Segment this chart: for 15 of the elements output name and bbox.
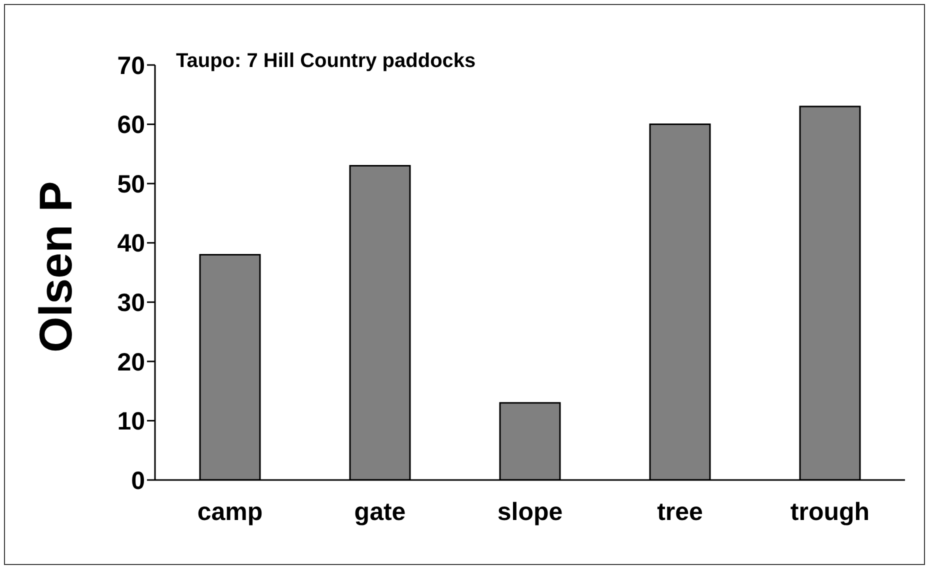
y-tick-label: 70 <box>117 52 145 80</box>
y-tick-label: 10 <box>117 408 145 436</box>
y-tick-label: 30 <box>117 289 145 318</box>
x-tick-label: tree <box>657 498 704 526</box>
x-tick-label: camp <box>197 498 263 526</box>
x-tick-label: slope <box>497 498 563 526</box>
x-tick-label: gate <box>354 498 406 526</box>
y-tick-label: 20 <box>117 348 145 376</box>
y-axis-title: Olsen P <box>29 181 82 352</box>
y-tick-label: 60 <box>117 111 145 140</box>
x-tick-label: trough <box>790 498 870 526</box>
y-tick-label: 50 <box>117 170 145 198</box>
y-tick-label: 0 <box>131 466 145 495</box>
chart-title: Taupo: 7 Hill Country paddocks <box>176 50 476 73</box>
y-tick-label: 40 <box>117 230 145 258</box>
